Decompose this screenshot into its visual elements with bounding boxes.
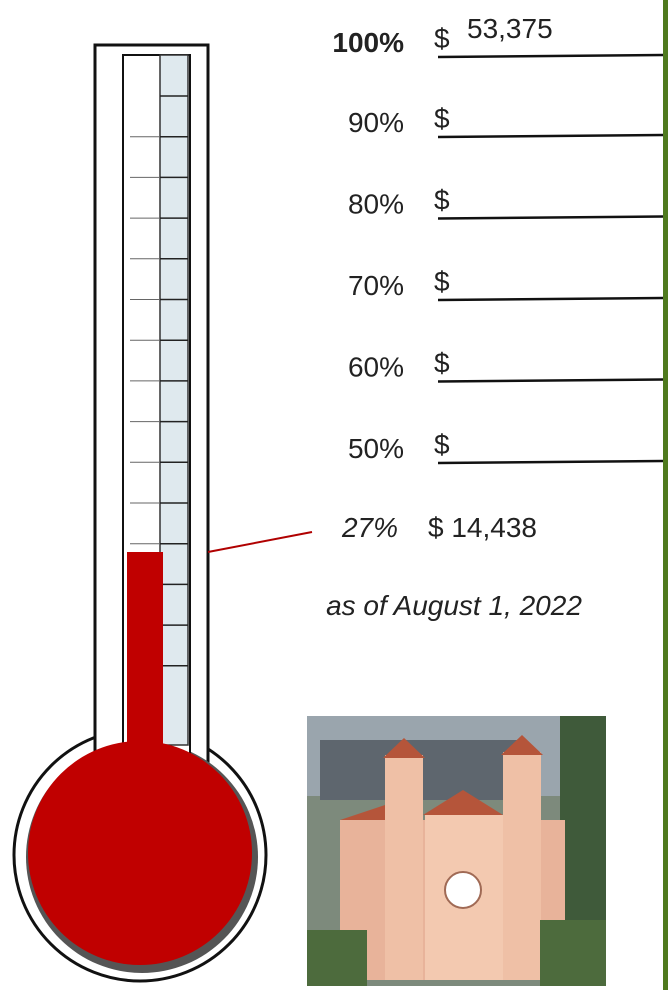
fill-in-line xyxy=(438,380,663,382)
percent-label: 100% xyxy=(332,27,404,58)
fill-in-line xyxy=(438,135,663,137)
amount: 53,375 xyxy=(467,13,553,44)
fill-in-line xyxy=(438,461,663,463)
currency: $ xyxy=(434,23,450,54)
percent-label: 50% xyxy=(348,433,404,464)
percent-label: 60% xyxy=(348,352,404,383)
percent-label: 70% xyxy=(348,270,404,301)
currency: $ xyxy=(434,103,450,134)
page: {"goal": {"percent": "100%", "currency":… xyxy=(0,0,668,990)
currency: $ xyxy=(434,185,450,216)
thermometer-graphic: 100% $ 53,375 90% $80% $70% $60% $50% $ 27% $… xyxy=(0,0,668,990)
current-percent: 27% xyxy=(341,512,398,543)
currency: $ xyxy=(434,266,450,297)
pointer-line xyxy=(208,532,312,552)
percent-label: 90% xyxy=(348,107,404,138)
thermometer xyxy=(14,45,312,981)
border xyxy=(663,0,668,990)
percent-label: 80% xyxy=(348,189,404,220)
current-amount: $ 14,438 xyxy=(428,512,537,543)
mercury-bulb xyxy=(28,741,252,965)
mercury-fill xyxy=(127,552,163,762)
fill-in-line xyxy=(438,298,663,300)
fill-in-line xyxy=(438,217,663,219)
currency: $ xyxy=(434,348,450,379)
church-photo xyxy=(307,716,606,986)
fill-in-line xyxy=(438,55,663,57)
date-note: as of August 1, 2022 xyxy=(326,590,582,621)
currency: $ xyxy=(434,429,450,460)
